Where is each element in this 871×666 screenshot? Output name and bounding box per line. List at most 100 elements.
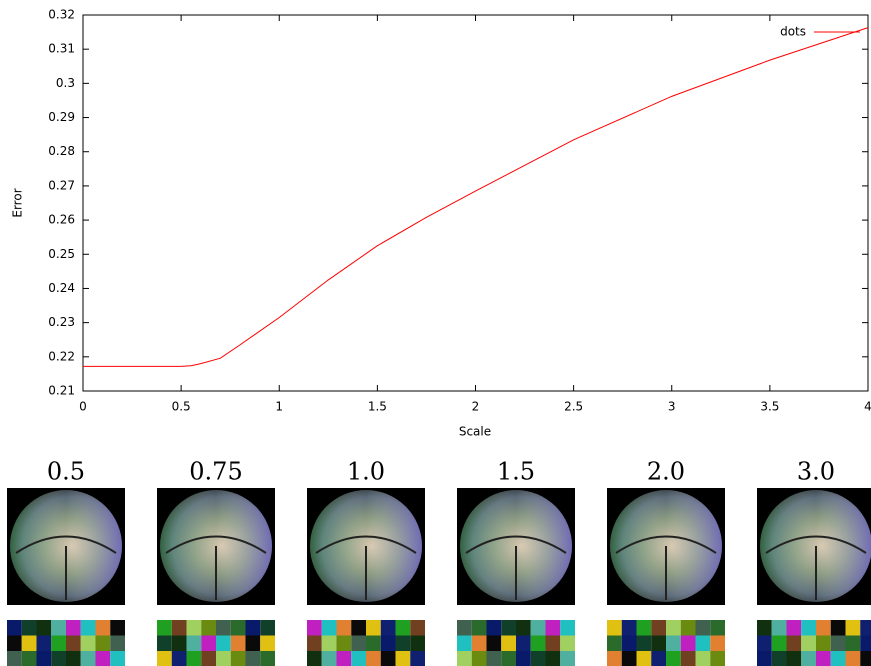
color-cell xyxy=(830,635,846,651)
x-tick-label: 0 xyxy=(79,400,87,414)
color-cell xyxy=(560,651,575,666)
color-cell xyxy=(95,651,111,666)
color-cell xyxy=(230,651,246,666)
color-cell xyxy=(95,635,111,651)
color-cell xyxy=(80,651,96,666)
color-cell xyxy=(860,620,871,636)
color-cell xyxy=(336,620,352,636)
color-cell xyxy=(321,635,337,651)
x-tick-label: 3.5 xyxy=(760,400,779,414)
x-axis-label: Scale xyxy=(459,425,491,439)
color-cell xyxy=(21,651,37,666)
color-cell xyxy=(110,635,125,651)
y-tick-label: 0.26 xyxy=(48,213,75,227)
color-cell xyxy=(380,651,396,666)
color-cell xyxy=(157,620,172,636)
color-cell xyxy=(710,651,725,666)
color-cell xyxy=(186,620,202,636)
color-cell xyxy=(366,651,381,666)
color-cell xyxy=(651,651,666,666)
color-cell xyxy=(230,620,246,636)
color-cell xyxy=(66,620,81,636)
color-cell xyxy=(607,651,622,666)
color-cell xyxy=(21,620,37,636)
color-cell xyxy=(410,651,425,666)
color-cell xyxy=(260,635,275,651)
panel-label: 0.75 xyxy=(189,458,242,486)
color-cell xyxy=(216,620,231,636)
color-cell xyxy=(680,620,696,636)
color-cell xyxy=(651,635,666,651)
color-cell xyxy=(51,635,66,651)
color-cell xyxy=(457,635,472,651)
color-cell xyxy=(457,620,472,636)
color-cell xyxy=(351,635,366,651)
color-cell xyxy=(680,651,696,666)
color-cell xyxy=(307,635,322,651)
color-cell xyxy=(51,651,66,666)
color-cell xyxy=(157,635,172,651)
color-cell xyxy=(560,620,575,636)
color-cell xyxy=(545,635,561,651)
color-cell xyxy=(486,651,502,666)
color-cell xyxy=(307,651,322,666)
color-cell xyxy=(110,651,125,666)
color-cell xyxy=(457,651,472,666)
color-cell xyxy=(801,651,816,666)
color-cell xyxy=(845,620,861,636)
color-cell xyxy=(66,635,81,651)
color-cell xyxy=(830,620,846,636)
color-cell xyxy=(471,620,487,636)
y-tick-label: 0.3 xyxy=(56,76,75,90)
color-cell xyxy=(157,651,172,666)
color-cell xyxy=(380,620,396,636)
panel-image-detail xyxy=(615,535,717,600)
color-cell xyxy=(7,620,22,636)
x-tick-label: 4 xyxy=(864,400,871,414)
legend-label: dots xyxy=(780,25,806,39)
x-tick-label: 1 xyxy=(275,400,283,414)
color-cell xyxy=(757,620,772,636)
color-cell xyxy=(666,651,681,666)
color-cell xyxy=(545,620,561,636)
color-cell xyxy=(216,635,231,651)
color-cell xyxy=(621,635,637,651)
color-cell xyxy=(786,635,802,651)
color-cell xyxy=(695,620,711,636)
color-cell xyxy=(36,620,52,636)
color-cell xyxy=(395,620,411,636)
color-cell xyxy=(757,635,772,651)
x-tick-label: 3 xyxy=(668,400,676,414)
color-cell xyxy=(486,635,502,651)
panel-image-detail xyxy=(465,535,567,600)
color-cell xyxy=(501,620,516,636)
x-tick-label: 2.5 xyxy=(564,400,583,414)
color-cell xyxy=(710,620,725,636)
y-tick-label: 0.23 xyxy=(48,315,75,329)
color-cell xyxy=(245,620,261,636)
y-tick-label: 0.28 xyxy=(48,144,75,158)
color-cell xyxy=(110,620,125,636)
color-cell xyxy=(321,651,337,666)
color-cell xyxy=(366,635,381,651)
y-tick-label: 0.25 xyxy=(48,247,75,261)
color-cell xyxy=(51,620,66,636)
color-cell xyxy=(860,651,871,666)
color-cell xyxy=(21,635,37,651)
x-tick-label: 2 xyxy=(472,400,480,414)
x-tick-label: 0.5 xyxy=(172,400,191,414)
y-tick-label: 0.29 xyxy=(48,110,75,124)
panel-image-detail xyxy=(165,535,267,600)
x-tick-label: 1.5 xyxy=(368,400,387,414)
color-cell xyxy=(260,620,275,636)
color-cell xyxy=(695,651,711,666)
color-cell xyxy=(410,620,425,636)
color-cell xyxy=(530,651,546,666)
color-cell xyxy=(336,651,352,666)
color-cell xyxy=(201,635,216,651)
color-cell xyxy=(80,620,96,636)
color-cell xyxy=(621,620,637,636)
color-cell xyxy=(351,620,366,636)
color-cell xyxy=(816,651,831,666)
